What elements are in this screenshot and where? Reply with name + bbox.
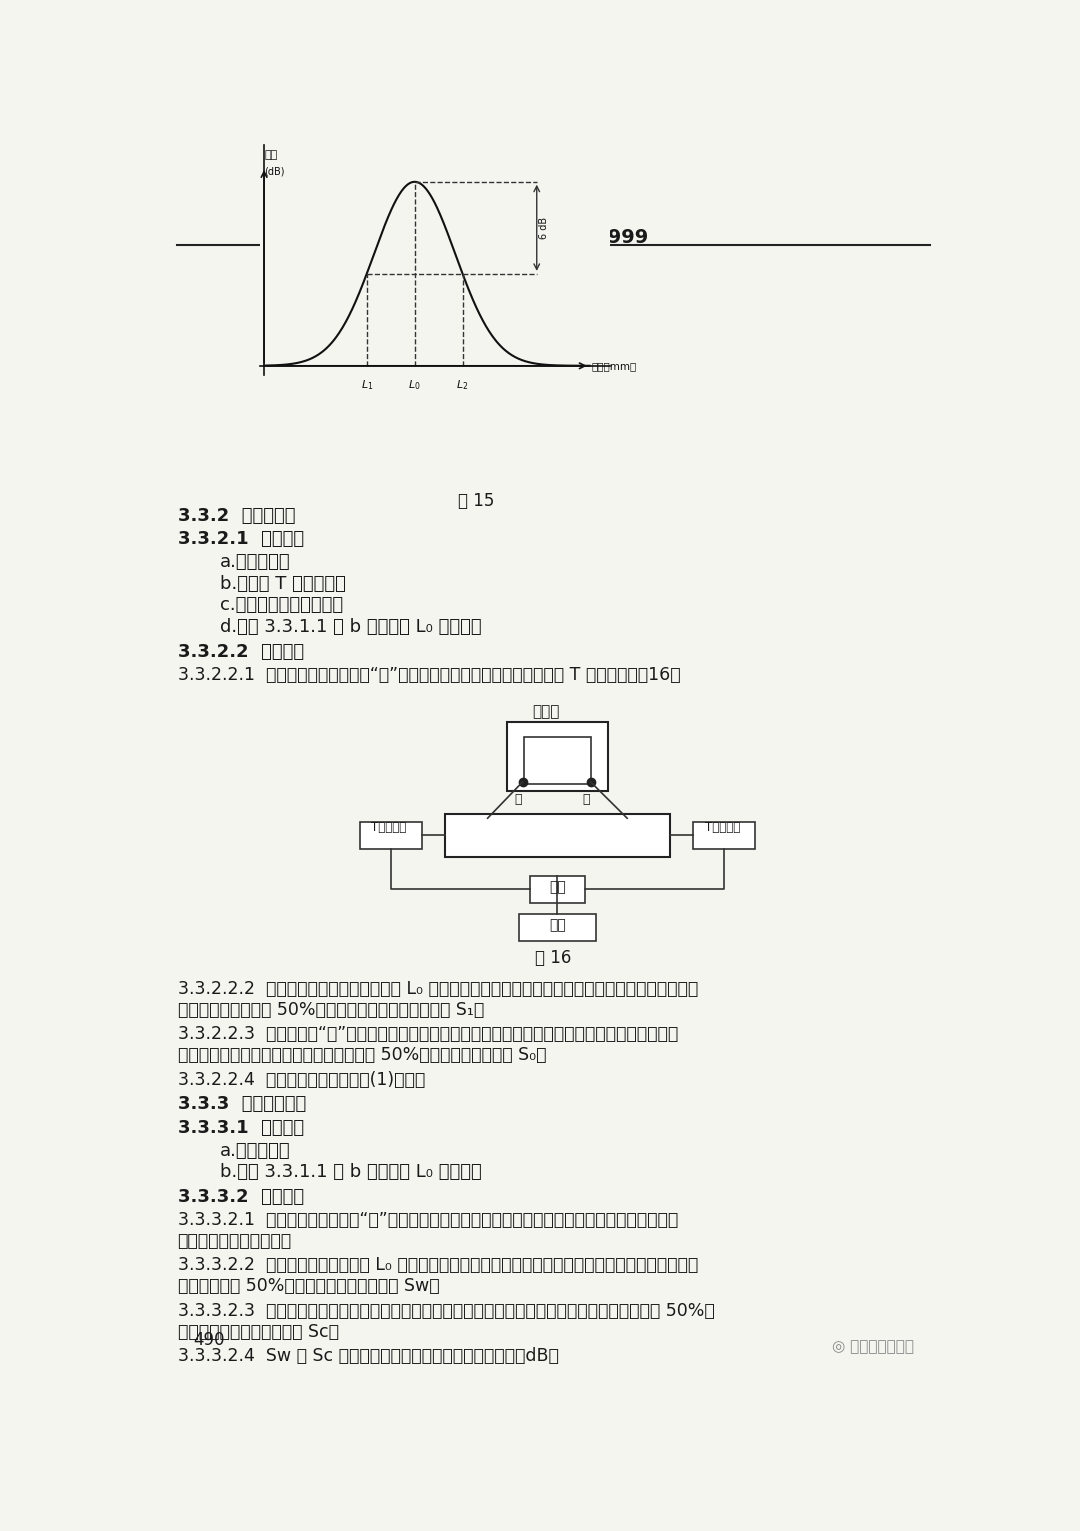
Text: 探头: 探头 — [550, 880, 566, 894]
Text: b.　在 3.3.1.1 项 b 中厚度为 L₀ 的试块。: b. 在 3.3.1.1 项 b 中厚度为 L₀ 的试块。 — [220, 1164, 482, 1180]
Text: 3.3.2.2.3  将探伤仪置“单”收发的工作状态，换接上频率与被测探头相同的石英晶片固定试块，调节: 3.3.2.2.3 将探伤仪置“单”收发的工作状态，换接上频率与被测探头相同的石… — [177, 1026, 678, 1043]
Text: 3.3.3.2.3  将探头置于空气中，擦去其表面油层，然后调节（衰减器）使其回波幅度为垂直刻度的 50%，: 3.3.3.2.3 将探头置于空气中，擦去其表面油层，然后调节（衰减器）使其回波… — [177, 1301, 714, 1320]
Text: $L_0$: $L_0$ — [408, 378, 421, 392]
Text: 6 dB: 6 dB — [539, 217, 549, 239]
Text: 3.3.2.2.1  将探伤仪置一收一发即“双”的工作状态。发射端和接收端各接上 T 型衰减器如图16。: 3.3.2.2.1 将探伤仪置一收一发即“双”的工作状态。发射端和接收端各接上 … — [177, 666, 680, 684]
Text: b.　二个 T 型衰减器；: b. 二个 T 型衰减器； — [220, 574, 346, 592]
Text: 490: 490 — [193, 1330, 225, 1349]
Bar — [693, 822, 755, 850]
Text: $L_2$: $L_2$ — [457, 378, 469, 392]
Text: T型衰减器: T型衰减器 — [372, 821, 407, 833]
Text: 幅度: 幅度 — [265, 150, 278, 159]
Text: （衰减器）使第一次底波幅度为垂直刻度的 50%，记下衰减器的读数 S₀。: （衰减器）使第一次底波幅度为垂直刻度的 50%，记下衰减器的读数 S₀。 — [177, 1046, 546, 1064]
Text: 3.3.2.2.4  双晶直探头灵敏度按式(1)计算。: 3.3.2.2.4 双晶直探头灵敏度按式(1)计算。 — [177, 1070, 424, 1089]
Text: 试块: 试块 — [550, 919, 566, 932]
Text: (dB): (dB) — [265, 167, 284, 176]
Text: a.　探伤仪；: a. 探伤仪； — [220, 1142, 291, 1159]
Text: 为垂直刻度的 50%，记下（衰减器）的读数 Sw。: 为垂直刻度的 50%，记下（衰减器）的读数 Sw。 — [177, 1277, 440, 1295]
Bar — [518, 914, 596, 942]
Bar — [445, 814, 670, 857]
Text: 3.3.3.2  测试步骤: 3.3.3.2 测试步骤 — [177, 1188, 303, 1206]
Text: $L_1$: $L_1$ — [361, 378, 373, 392]
Bar — [530, 876, 584, 903]
Text: 厚度（mm）: 厚度（mm） — [592, 361, 637, 371]
Text: 图 15: 图 15 — [458, 491, 495, 510]
Text: 3.3.3.1  测试设备: 3.3.3.1 测试设备 — [177, 1119, 303, 1136]
Text: a.　探伤仪；: a. 探伤仪； — [220, 553, 291, 571]
Text: ◎ 李军探伤工作室: ◎ 李军探伤工作室 — [833, 1338, 915, 1353]
Text: 波幅度为垂直刻度的 50%，记下此时（衰减器）的读数 S₁。: 波幅度为垂直刻度的 50%，记下此时（衰减器）的读数 S₁。 — [177, 1001, 484, 1018]
Text: 阻値接近其等效阻抗値。: 阻値接近其等效阻抗値。 — [177, 1232, 292, 1249]
Bar — [360, 822, 422, 850]
Text: 3.3.3.2.1  将探伤仪置一收一发“双”的工作状态。调节探伤仪的（发射强度），使被测探头的阻尼电: 3.3.3.2.1 将探伤仪置一收一发“双”的工作状态。调节探伤仪的（发射强度）… — [177, 1211, 678, 1229]
Text: 探伤仪: 探伤仪 — [532, 704, 559, 720]
Text: 图 16: 图 16 — [536, 949, 571, 968]
Text: 3.3.2.2  测试步骤: 3.3.2.2 测试步骤 — [177, 643, 303, 661]
Text: 3.3.3.2.4  Sw 和 Sc 的差値为被测探头模内回波幅度，单位：dB。: 3.3.3.2.4 Sw 和 Sc 的差値为被测探头模内回波幅度，单位：dB。 — [177, 1347, 558, 1366]
Text: 3.3.2  相对灵敏度: 3.3.2 相对灵敏度 — [177, 507, 295, 525]
Text: 发: 发 — [514, 793, 522, 805]
Text: 3.3.3.2.2  将被测探头置于厚度为 L₀ 的试块上，移动探头使底波幅度最高，调节（衰减器）使底波幅度: 3.3.3.2.2 将被测探头置于厚度为 L₀ 的试块上，移动探头使底波幅度最高… — [177, 1257, 698, 1274]
Bar — [524, 738, 591, 784]
Text: T型衰减器: T型衰减器 — [704, 821, 740, 833]
Text: 记下此时（衰减器）的读数 Sc。: 记下此时（衰减器）的读数 Sc。 — [177, 1323, 339, 1341]
Text: c.　石英晶片固定试块；: c. 石英晶片固定试块； — [220, 597, 343, 614]
Text: d.　在 3.3.1.1 项 b 中厚度为 L₀ 的试块。: d. 在 3.3.1.1 项 b 中厚度为 L₀ 的试块。 — [220, 619, 482, 635]
Text: JB/T 10062—1999: JB/T 10062—1999 — [458, 228, 649, 248]
Text: 3.3.2.2.2  接上被测探头，并置于厚度为 L₀ 的试块上，移动探头使底波幅度最高，调节（衰减器）使底: 3.3.2.2.2 接上被测探头，并置于厚度为 L₀ 的试块上，移动探头使底波幅… — [177, 980, 698, 998]
Text: 3.3.2.1  测试设备: 3.3.2.1 测试设备 — [177, 530, 303, 548]
Bar — [507, 723, 608, 792]
Text: 3.3.3  模内回波幅度: 3.3.3 模内回波幅度 — [177, 1095, 306, 1113]
Text: 收: 收 — [582, 793, 590, 805]
